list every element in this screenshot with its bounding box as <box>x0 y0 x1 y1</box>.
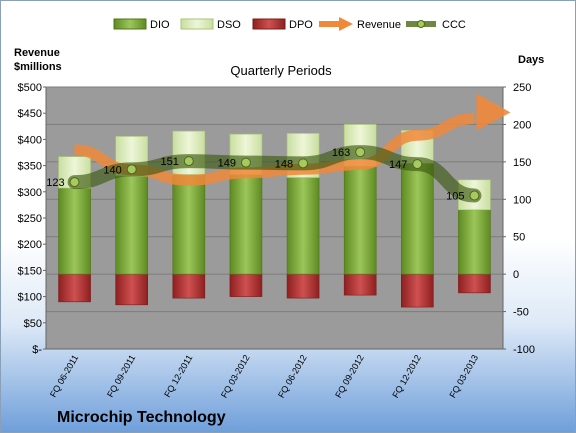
dpo-bar <box>115 273 148 306</box>
ccc-point <box>126 164 137 175</box>
ccc-data-label: 149 <box>218 158 236 170</box>
dio-bar <box>58 187 91 275</box>
x-tick-label: FQ 03-2012 <box>219 353 252 400</box>
dio-bar <box>172 174 206 275</box>
x-tick-label: FQ 09-2011 <box>105 353 137 399</box>
right-tick-label: -100 <box>513 344 535 356</box>
ccc-point <box>240 157 251 168</box>
right-axis-title: Days <box>518 54 545 66</box>
plot-area <box>46 87 503 349</box>
ccc-point <box>69 177 80 188</box>
legend-swatch-ccc-point <box>417 20 425 28</box>
ccc-data-label: 123 <box>46 177 64 189</box>
ccc-point <box>183 156 194 167</box>
dio-bar <box>401 163 434 275</box>
left-tick-label: $50 <box>24 318 42 330</box>
dpo-bar <box>229 273 263 297</box>
ccc-data-label: 148 <box>275 158 293 170</box>
right-tick-label: 100 <box>513 194 531 206</box>
ccc-data-label: 151 <box>160 156 178 168</box>
left-tick-label: $150 <box>18 265 42 277</box>
dpo-bar <box>58 273 91 303</box>
dpo-bar <box>172 273 206 299</box>
ccc-data-label: 163 <box>332 147 350 159</box>
x-tick-label: FQ 06-2011 <box>48 353 80 399</box>
left-tick-label: $350 <box>18 161 42 173</box>
ccc-data-label: 105 <box>446 191 464 203</box>
right-tick-label: 0 <box>513 269 519 281</box>
x-tick-label: FQ 09-2012 <box>333 353 366 400</box>
ccc-data-label: 147 <box>389 159 407 171</box>
left-axis-title-line2: $millions <box>14 61 62 73</box>
legend-swatch-revenue-arrow <box>339 17 353 31</box>
left-tick-label: $400 <box>18 134 42 146</box>
x-tick-label: FQ 12-2011 <box>162 353 194 399</box>
legend-swatch-dio <box>113 18 147 30</box>
dio-bar <box>343 166 377 275</box>
left-tick-label: $- <box>32 344 42 356</box>
left-tick-label: $500 <box>18 82 42 94</box>
left-axis-title-line1: Revenue <box>14 47 60 59</box>
left-tick-label: $300 <box>18 187 42 199</box>
left-axis-title: Revenue $millions <box>14 46 62 74</box>
legend-label-revenue: Revenue <box>357 19 401 31</box>
dpo-bar <box>286 273 320 299</box>
ccc-point <box>355 147 366 158</box>
ccc-point <box>412 159 423 170</box>
dpo-bar <box>401 273 434 308</box>
right-tick-label: 200 <box>513 119 531 131</box>
right-tick-label: 250 <box>513 82 531 94</box>
dpo-bar <box>343 273 377 296</box>
legend-label-dpo: DPO <box>289 19 313 31</box>
left-tick-label: $200 <box>18 239 42 251</box>
right-tick-label: -50 <box>513 307 529 319</box>
left-tick-label: $450 <box>18 108 42 120</box>
chart-title: Quarterly Periods <box>230 63 332 78</box>
legend-label-dso: DSO <box>217 19 241 31</box>
dpo-bar <box>458 273 491 294</box>
x-tick-label: FQ 06-2012 <box>276 353 309 400</box>
legend-label-dio: DIO <box>150 19 170 31</box>
dio-bar <box>286 177 320 275</box>
left-tick-label: $250 <box>18 213 42 225</box>
ccc-point <box>298 158 309 169</box>
legend-swatch-dso <box>180 18 214 30</box>
dio-bar <box>458 209 491 275</box>
revenue-arrowhead <box>476 93 511 131</box>
ccc-point <box>469 190 480 201</box>
company-name: Microchip Technology <box>57 409 226 426</box>
left-tick-label: $100 <box>18 292 42 304</box>
ccc-data-label: 140 <box>103 164 121 176</box>
x-tick-label: FQ 12-2012 <box>390 353 423 400</box>
right-tick-label: 150 <box>513 157 531 169</box>
dio-bar <box>229 174 263 275</box>
right-tick-label: 50 <box>513 232 525 244</box>
legend-swatch-dpo <box>252 18 286 30</box>
dio-bar <box>115 175 148 275</box>
legend-label-ccc: CCC <box>442 19 466 31</box>
x-tick-label: FQ 03-2013 <box>447 353 480 400</box>
